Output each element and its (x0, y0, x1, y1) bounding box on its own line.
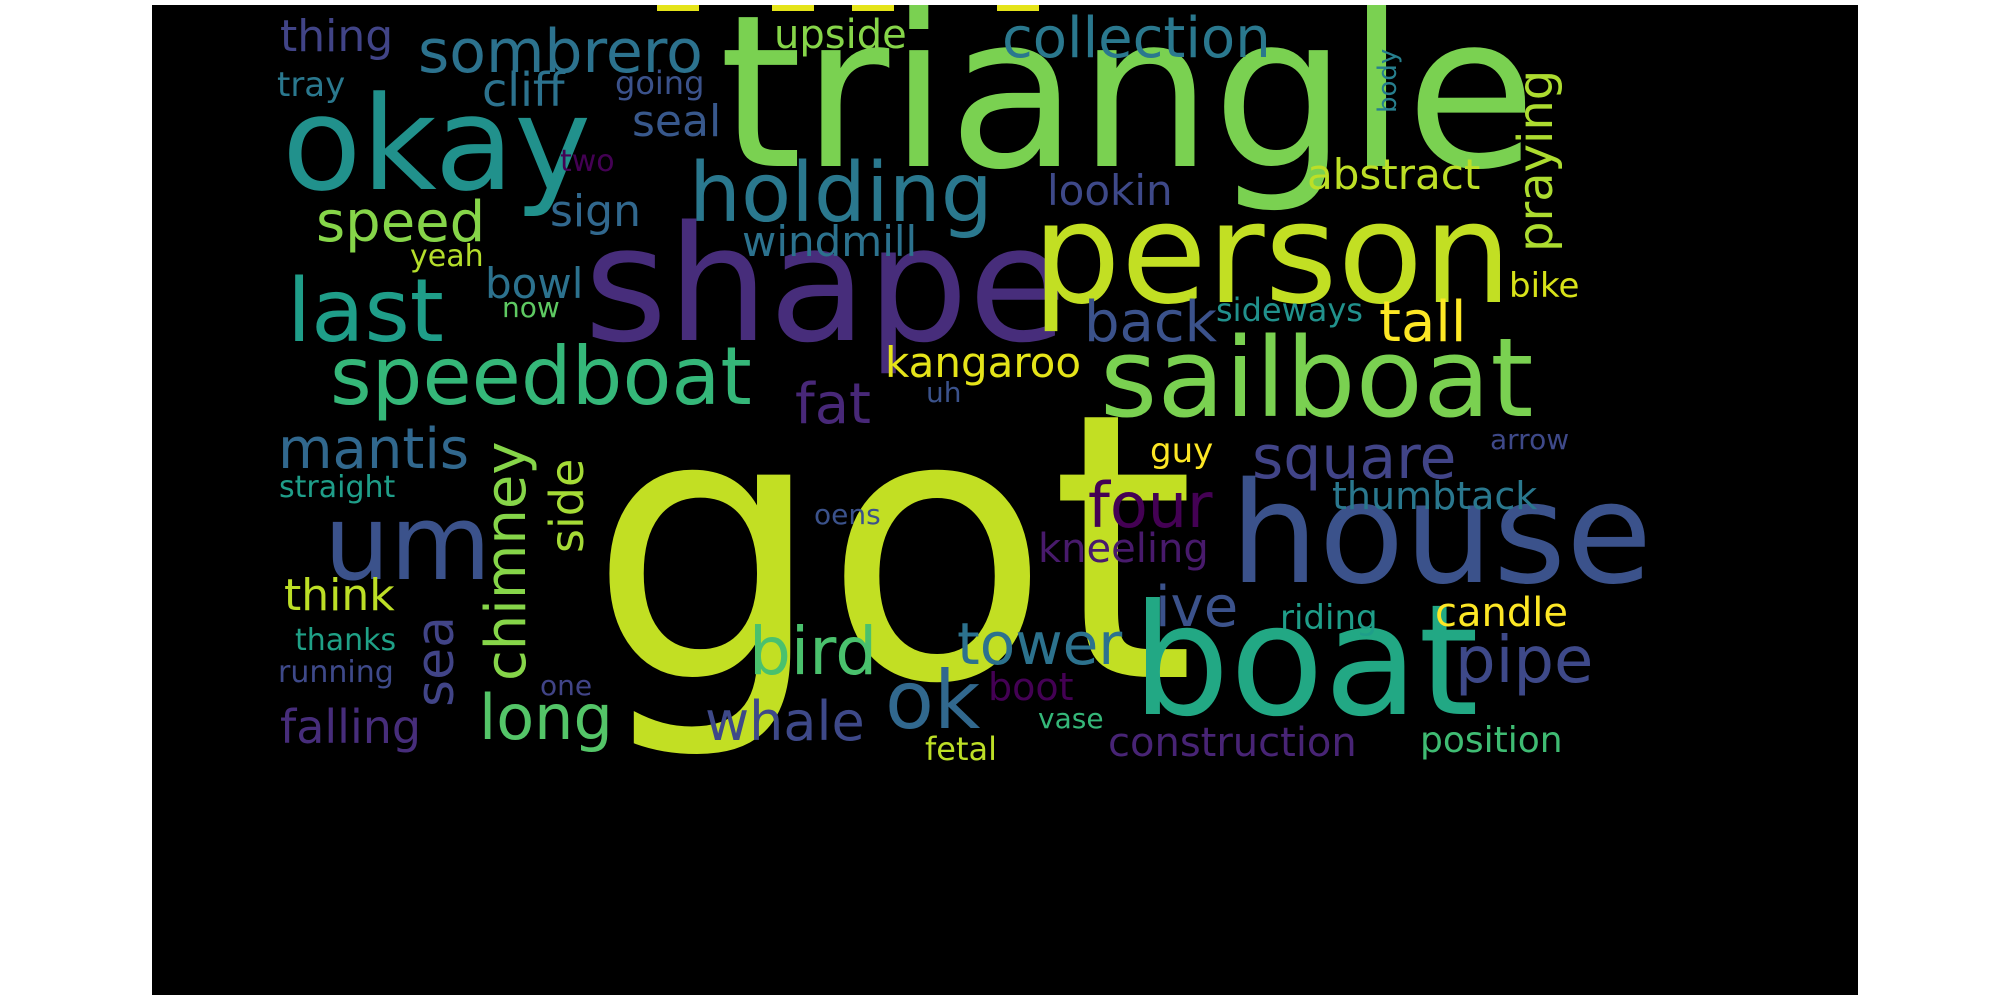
word-windmill: windmill (742, 217, 918, 266)
word-bike: bike (1509, 266, 1580, 306)
word-speed: speed (316, 190, 486, 255)
word-uh: uh (926, 376, 962, 409)
clipped-word-fragment (772, 5, 814, 11)
word-praying: praying (1508, 69, 1564, 252)
word-falling: falling (280, 700, 422, 754)
word-lookin: lookin (1047, 166, 1173, 215)
word-guy: guy (1150, 431, 1214, 471)
word-riding: riding (1280, 598, 1378, 638)
word-thumbtack: thumbtack (1332, 474, 1538, 518)
word-back: back (1084, 290, 1218, 355)
word-running: running (278, 655, 394, 690)
word-construction: construction (1108, 720, 1357, 766)
word-shape: shape (584, 191, 1067, 378)
word-two: two (560, 144, 615, 179)
word-arrow: arrow (1490, 423, 1570, 456)
word-kneeling: kneeling (1038, 526, 1209, 572)
word-yeah: yeah (410, 239, 484, 274)
word-thing: thing (280, 11, 394, 62)
word-fat: fat (795, 372, 871, 437)
word-going: going (615, 64, 705, 102)
word-long: long (479, 681, 613, 754)
word-collection: collection (1002, 6, 1271, 71)
word-whale: whale (705, 690, 865, 753)
word-body: body (1373, 48, 1403, 113)
word-last: last (287, 260, 444, 362)
word-tower: tower (957, 610, 1123, 678)
word-four: four (1088, 469, 1213, 542)
word-ok: ok (885, 654, 981, 747)
word-oens: oens (814, 498, 881, 531)
word-person: person (1032, 173, 1512, 336)
word-boat: boat (1132, 572, 1479, 751)
word-thanks: thanks (295, 623, 397, 658)
word-sea: sea (406, 616, 466, 707)
word-fetal: fetal (925, 730, 997, 768)
word-tray: tray (277, 65, 346, 105)
word-abstract: abstract (1307, 150, 1481, 199)
word-one: one (540, 669, 593, 702)
word-um: um (324, 482, 492, 604)
word-side: side (540, 458, 594, 553)
word-ive: ive (1155, 575, 1239, 640)
word-boot: boot (988, 665, 1074, 709)
word-sailboat: sailboat (1100, 314, 1534, 442)
word-got: got (589, 335, 1196, 765)
word-mantis: mantis (278, 417, 470, 482)
word-sombrero: sombrero (418, 17, 703, 87)
word-chimney: chimney (474, 441, 539, 681)
word-sideways: sideways (1216, 291, 1363, 329)
word-position: position (1420, 720, 1563, 761)
word-kangaroo: kangaroo (885, 338, 1082, 387)
word-house: house (1230, 453, 1653, 616)
word-holding: holding (689, 146, 993, 241)
word-sign: sign (550, 186, 641, 237)
word-bowl: bowl (485, 259, 584, 308)
word-straight: straight (279, 470, 396, 505)
word-tall: tall (1379, 290, 1467, 355)
word-cliff: cliff (482, 63, 565, 117)
word-think: think (284, 570, 395, 621)
word-bird: bird (749, 613, 878, 690)
word-pipe: pipe (1455, 624, 1594, 698)
word-speedboat: speedboat (330, 330, 752, 423)
word-triangle: triangle (719, 5, 1537, 216)
word-cloud: got triangle shape person house boat oka… (152, 5, 1858, 995)
word-square: square (1252, 423, 1457, 493)
word-okay: okay (282, 68, 592, 220)
clipped-word-fragment (997, 5, 1039, 11)
word-upside: upside (774, 12, 907, 58)
clipped-word-fragment (657, 5, 699, 11)
word-vase: vase (1038, 702, 1104, 735)
clipped-word-fragment (852, 5, 894, 11)
word-now: now (502, 291, 560, 324)
word-candle: candle (1435, 590, 1568, 636)
word-seal: seal (632, 96, 722, 147)
